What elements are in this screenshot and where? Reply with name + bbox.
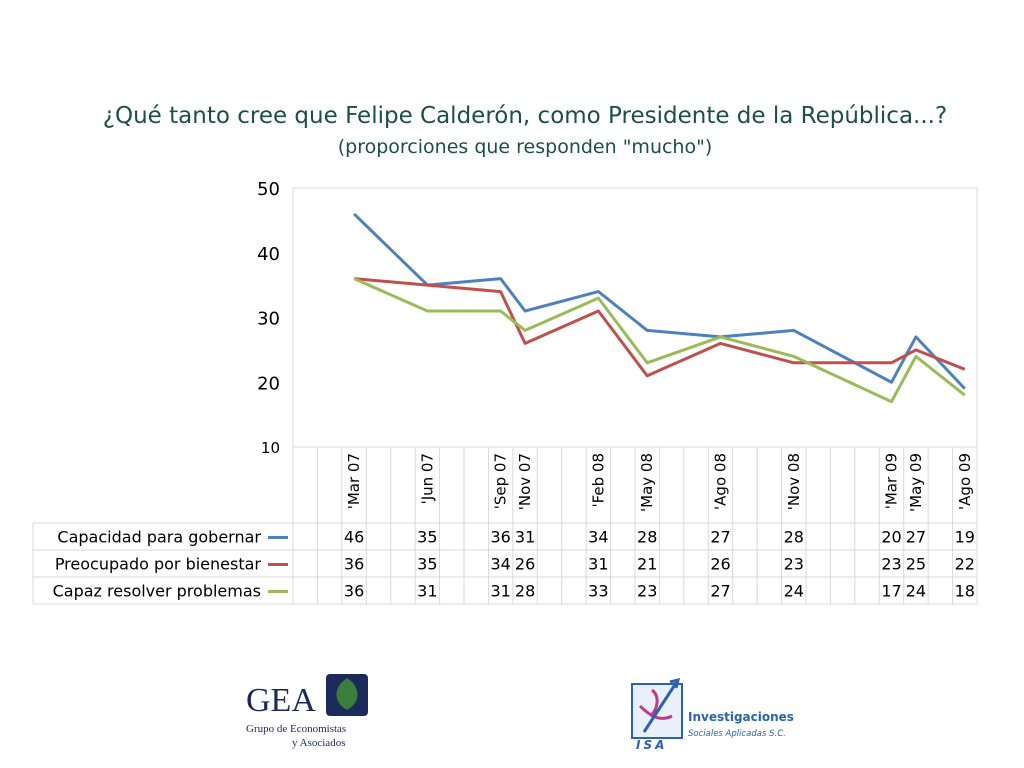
- data-cell: 31: [588, 555, 608, 574]
- data-cell: 28: [784, 528, 804, 547]
- data-cell: 33: [588, 582, 608, 601]
- data-cell: 25: [906, 555, 926, 574]
- data-cell: 34: [588, 528, 608, 547]
- gea-logo: GEA Grupo de Economistas y Asociados: [244, 674, 374, 754]
- data-cell: 34: [490, 555, 510, 574]
- data-cell: 35: [417, 528, 437, 547]
- series-line: [353, 277, 966, 404]
- y-tick-label: 10: [261, 439, 280, 457]
- legend-row-label: Capaz resolver problemas: [53, 582, 261, 601]
- data-cell: 31: [417, 582, 437, 601]
- data-cell: 36: [490, 528, 510, 547]
- x-tick-label: 'Jun 07: [418, 453, 436, 504]
- x-tick-label: 'Ago 08: [712, 453, 730, 510]
- x-tick-label: 'Sep 07: [492, 453, 510, 509]
- data-cell: 19: [955, 528, 975, 547]
- data-cell: 27: [710, 582, 730, 601]
- gea-logo-line1: Grupo de Economistas: [246, 723, 346, 735]
- data-cell: 18: [955, 582, 975, 601]
- data-cell: 26: [515, 555, 535, 574]
- data-cell: 17: [881, 582, 901, 601]
- x-tick-label: 'Nov 07: [516, 453, 534, 510]
- data-cell: 23: [637, 582, 657, 601]
- chart-title: ¿Qué tanto cree que Felipe Calderón, com…: [102, 103, 948, 129]
- plot-area: [292, 187, 978, 448]
- data-cell: 28: [637, 528, 657, 547]
- y-tick-label: 50: [257, 179, 280, 200]
- y-tick-label: 30: [257, 309, 280, 330]
- data-cell: 23: [784, 555, 804, 574]
- data-cell: 21: [637, 555, 657, 574]
- data-cell: 26: [710, 555, 730, 574]
- isa-logo-line2: Sociales Aplicadas S.C.: [688, 729, 786, 739]
- x-tick-label: 'Feb 08: [589, 453, 607, 508]
- chart-subtitle: (proporciones que responden "mucho"): [337, 136, 713, 158]
- leaf-icon: [336, 678, 358, 710]
- data-cell: 31: [490, 582, 510, 601]
- data-cell: 23: [881, 555, 901, 574]
- data-cell: 36: [344, 555, 364, 574]
- x-tick-label: 'May 08: [638, 453, 656, 512]
- data-cell: 27: [906, 528, 926, 547]
- x-tick-label: 'Mar 09: [883, 453, 901, 509]
- isa-logo-wordmark: ISA: [636, 738, 667, 752]
- gea-logo-wordmark: GEA: [246, 682, 316, 719]
- legend-row-label: Preocupado por bienestar: [55, 555, 262, 574]
- line-chart: 10 20 30 40 50 'Mar 07 'Jun 07 'Sep 07 'Nov 07 '…: [32, 179, 978, 605]
- x-tick-label: 'May 09: [907, 453, 925, 512]
- series-line: [353, 277, 966, 378]
- isa-logo: ISA Investigaciones Sociales Aplicadas S…: [630, 676, 800, 752]
- y-tick-label: 20: [257, 373, 280, 394]
- data-cell: 24: [784, 582, 804, 601]
- data-cell: 22: [955, 555, 975, 574]
- isa-logo-arrow-icon: [642, 677, 681, 733]
- data-cell: 46: [344, 528, 364, 547]
- data-cell: 27: [710, 528, 730, 547]
- series-line: [353, 212, 966, 390]
- isa-logo-line1: Investigaciones: [688, 710, 794, 724]
- data-cell: 28: [515, 582, 535, 601]
- y-tick-label: 40: [257, 244, 280, 265]
- data-cell: 36: [344, 582, 364, 601]
- data-cell: 31: [515, 528, 535, 547]
- x-tick-label: 'Mar 07: [345, 453, 363, 509]
- x-tick-label: 'Ago 09: [956, 453, 974, 510]
- data-cell: 24: [906, 582, 926, 601]
- legend-row-label: Capacidad para gobernar: [57, 528, 261, 547]
- data-cell: 35: [417, 555, 437, 574]
- data-cell: 20: [881, 528, 901, 547]
- x-tick-label: 'Nov 08: [785, 453, 803, 510]
- gea-logo-line2: y Asociados: [292, 737, 345, 749]
